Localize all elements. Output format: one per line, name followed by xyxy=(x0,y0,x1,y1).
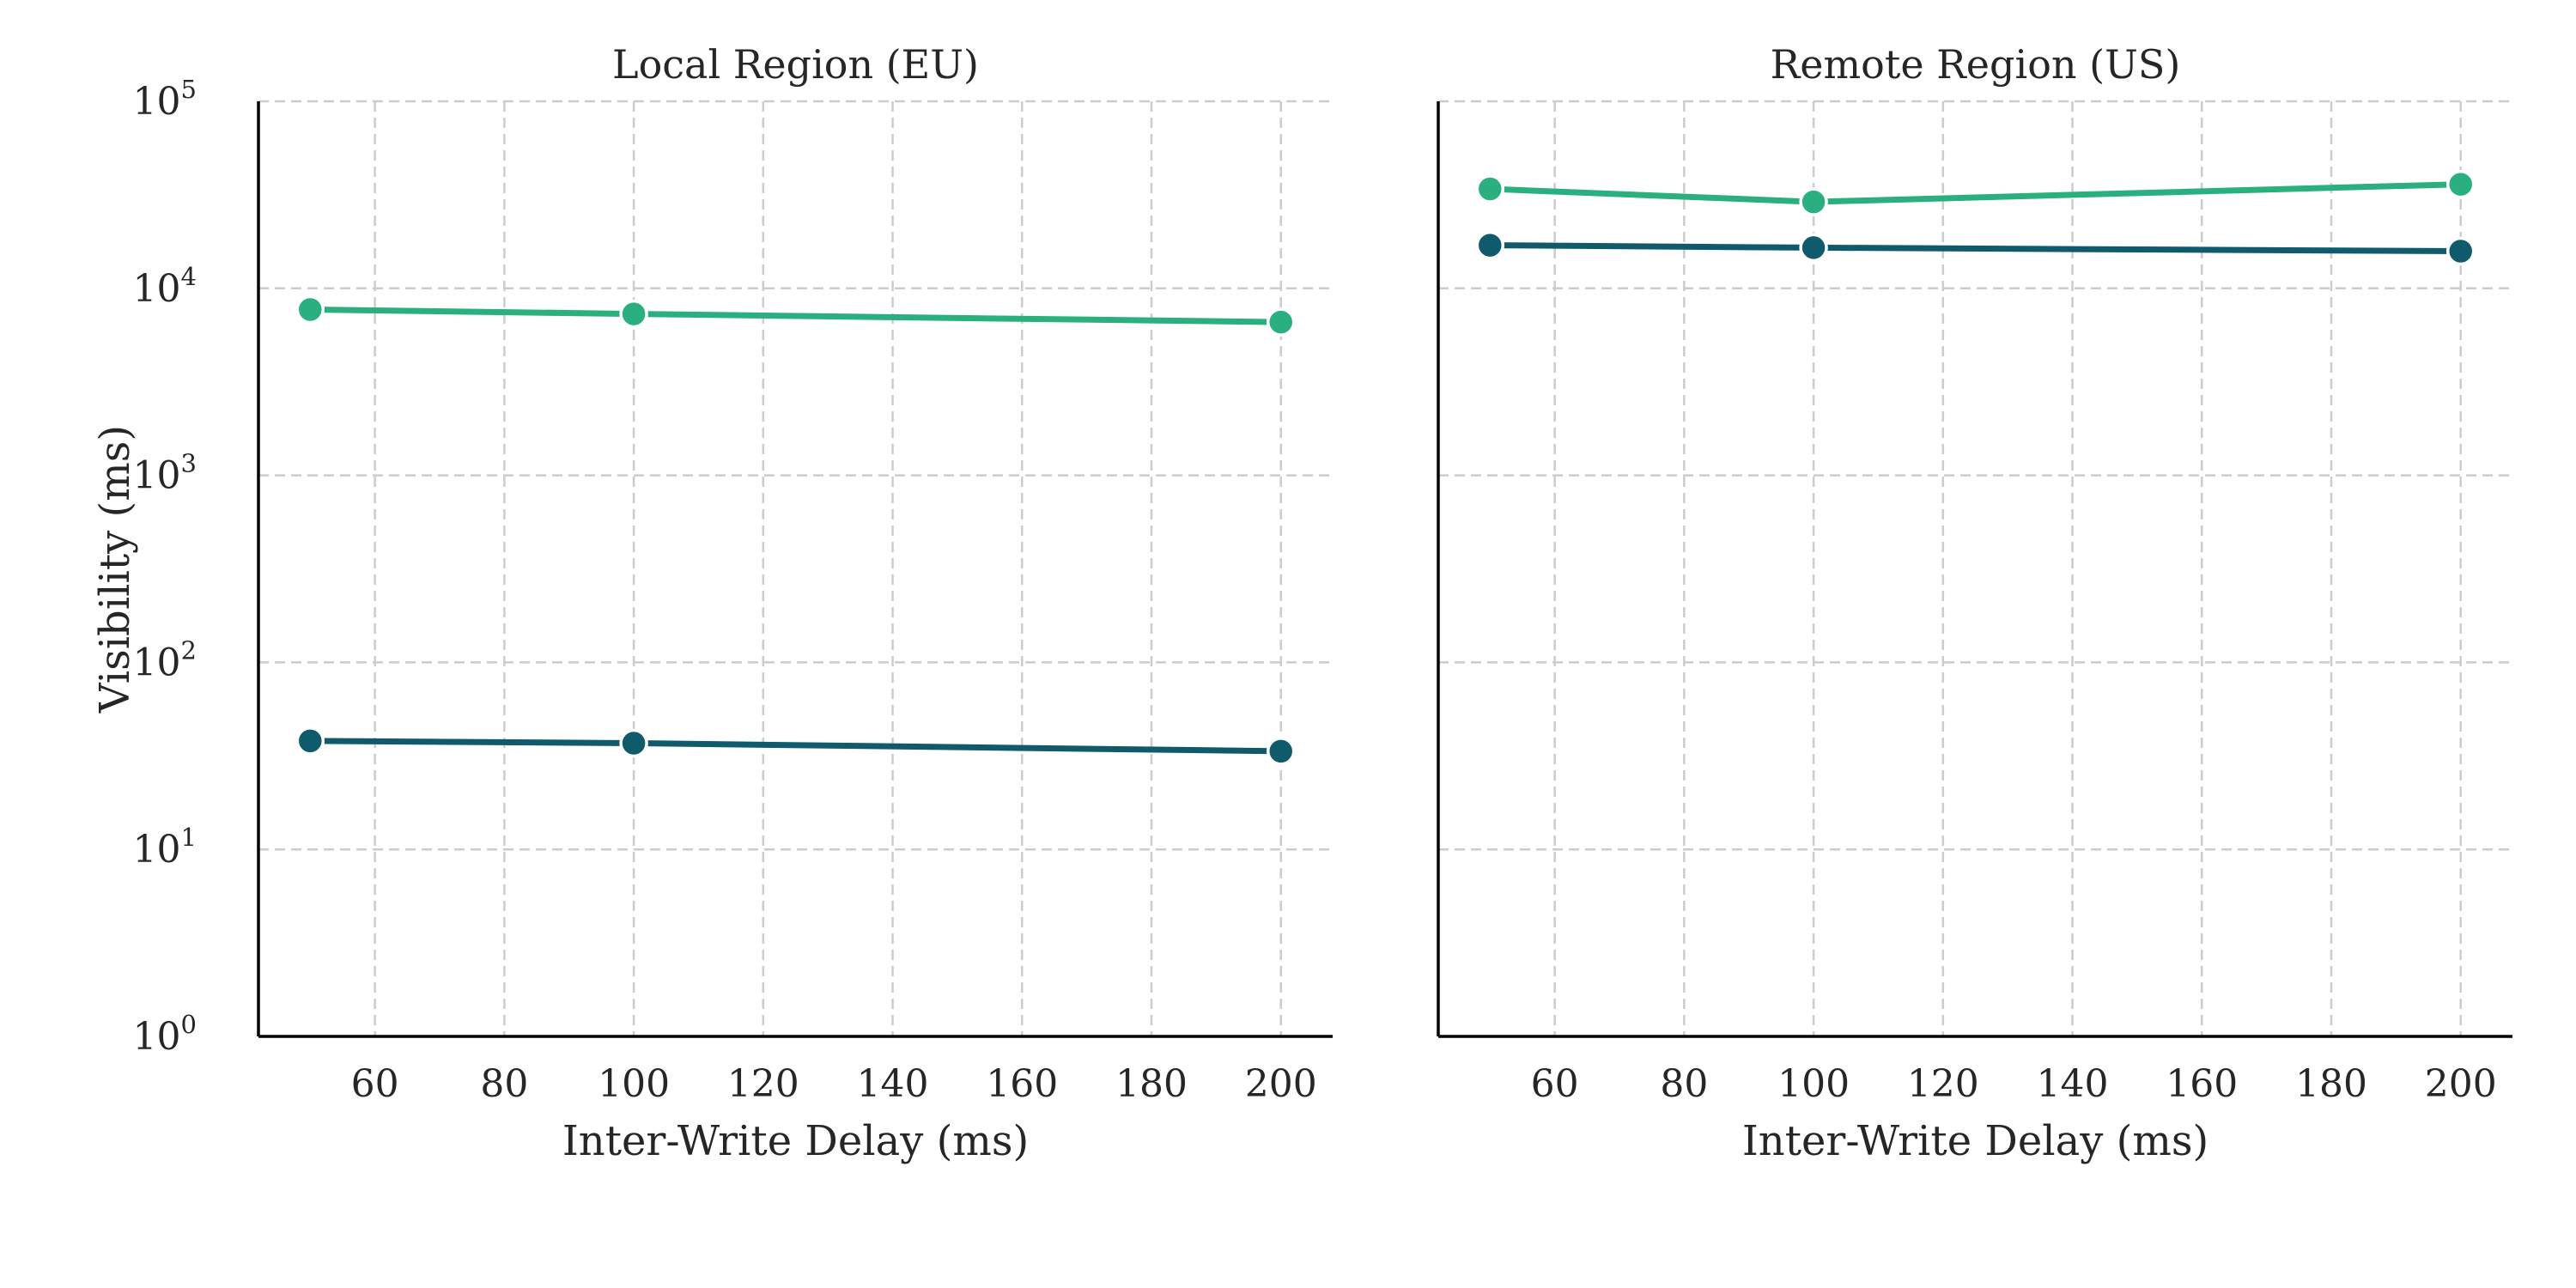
series-line-2 xyxy=(1486,242,2464,255)
data-point xyxy=(1266,307,1296,337)
y-tick-exponent: 3 xyxy=(181,449,197,478)
data-point xyxy=(295,726,325,756)
y-tick-label: 104 xyxy=(133,262,197,311)
data-point xyxy=(619,299,648,329)
subplot-title: Remote Region (US) xyxy=(1771,41,2181,88)
x-tick-label: 120 xyxy=(1907,1062,1979,1106)
y-tick-label: 103 xyxy=(133,449,197,498)
data-point xyxy=(295,295,325,325)
data-point xyxy=(1475,230,1505,260)
x-tick-label: 160 xyxy=(2166,1062,2238,1106)
y-axis-label: Visibility (ms) xyxy=(91,425,139,714)
series-line-2 xyxy=(307,738,1285,755)
x-tick-label: 60 xyxy=(351,1062,399,1106)
data-point xyxy=(2445,169,2476,199)
y-tick-exponent: 0 xyxy=(181,1010,197,1039)
x-axis-label: Inter-Write Delay (ms) xyxy=(562,1117,1029,1165)
x-tick-label: 80 xyxy=(480,1062,528,1106)
data-point xyxy=(1799,187,1828,216)
subplot-title: Local Region (EU) xyxy=(612,41,979,88)
y-tick-exponent: 2 xyxy=(181,635,197,665)
x-tick-label: 180 xyxy=(2295,1062,2367,1106)
x-tick-label: 140 xyxy=(857,1062,929,1106)
x-axis-label: Inter-Write Delay (ms) xyxy=(1742,1117,2208,1165)
data-point xyxy=(619,728,648,758)
y-tick-exponent: 1 xyxy=(181,823,197,852)
subplot-2: 60 80 100 120 140 160 180 200 Remote Region (US)… xyxy=(1437,41,2512,1165)
data-point xyxy=(1475,174,1505,204)
x-tick-label: 140 xyxy=(2037,1062,2109,1106)
x-tick-label: 160 xyxy=(986,1062,1058,1106)
series-line-1 xyxy=(1486,181,2464,205)
x-tick-label: 120 xyxy=(727,1062,799,1106)
y-tick-exponent: 4 xyxy=(181,262,197,291)
y-tick-label: 101 xyxy=(133,823,197,872)
x-tick-label: 100 xyxy=(598,1062,670,1106)
x-tick-label: 200 xyxy=(2425,1062,2497,1106)
x-tick-label: 80 xyxy=(1660,1062,1708,1106)
data-point xyxy=(1266,737,1296,766)
x-tick-label: 180 xyxy=(1115,1062,1188,1106)
x-tick-label: 60 xyxy=(1531,1062,1579,1106)
series-line-1 xyxy=(307,307,1285,325)
data-point xyxy=(1799,233,1828,263)
x-tick-label: 200 xyxy=(1245,1062,1317,1106)
y-tick-label: 105 xyxy=(133,75,197,124)
subplot-1: 60 80 100 120 140 160 180 200100101102103104105… xyxy=(91,41,1333,1165)
y-tick-label: 100 xyxy=(133,1010,197,1059)
x-tick-label: 100 xyxy=(1777,1062,1850,1106)
y-tick-label: 102 xyxy=(133,635,197,684)
data-point xyxy=(2445,236,2476,266)
y-tick-exponent: 5 xyxy=(181,75,197,104)
